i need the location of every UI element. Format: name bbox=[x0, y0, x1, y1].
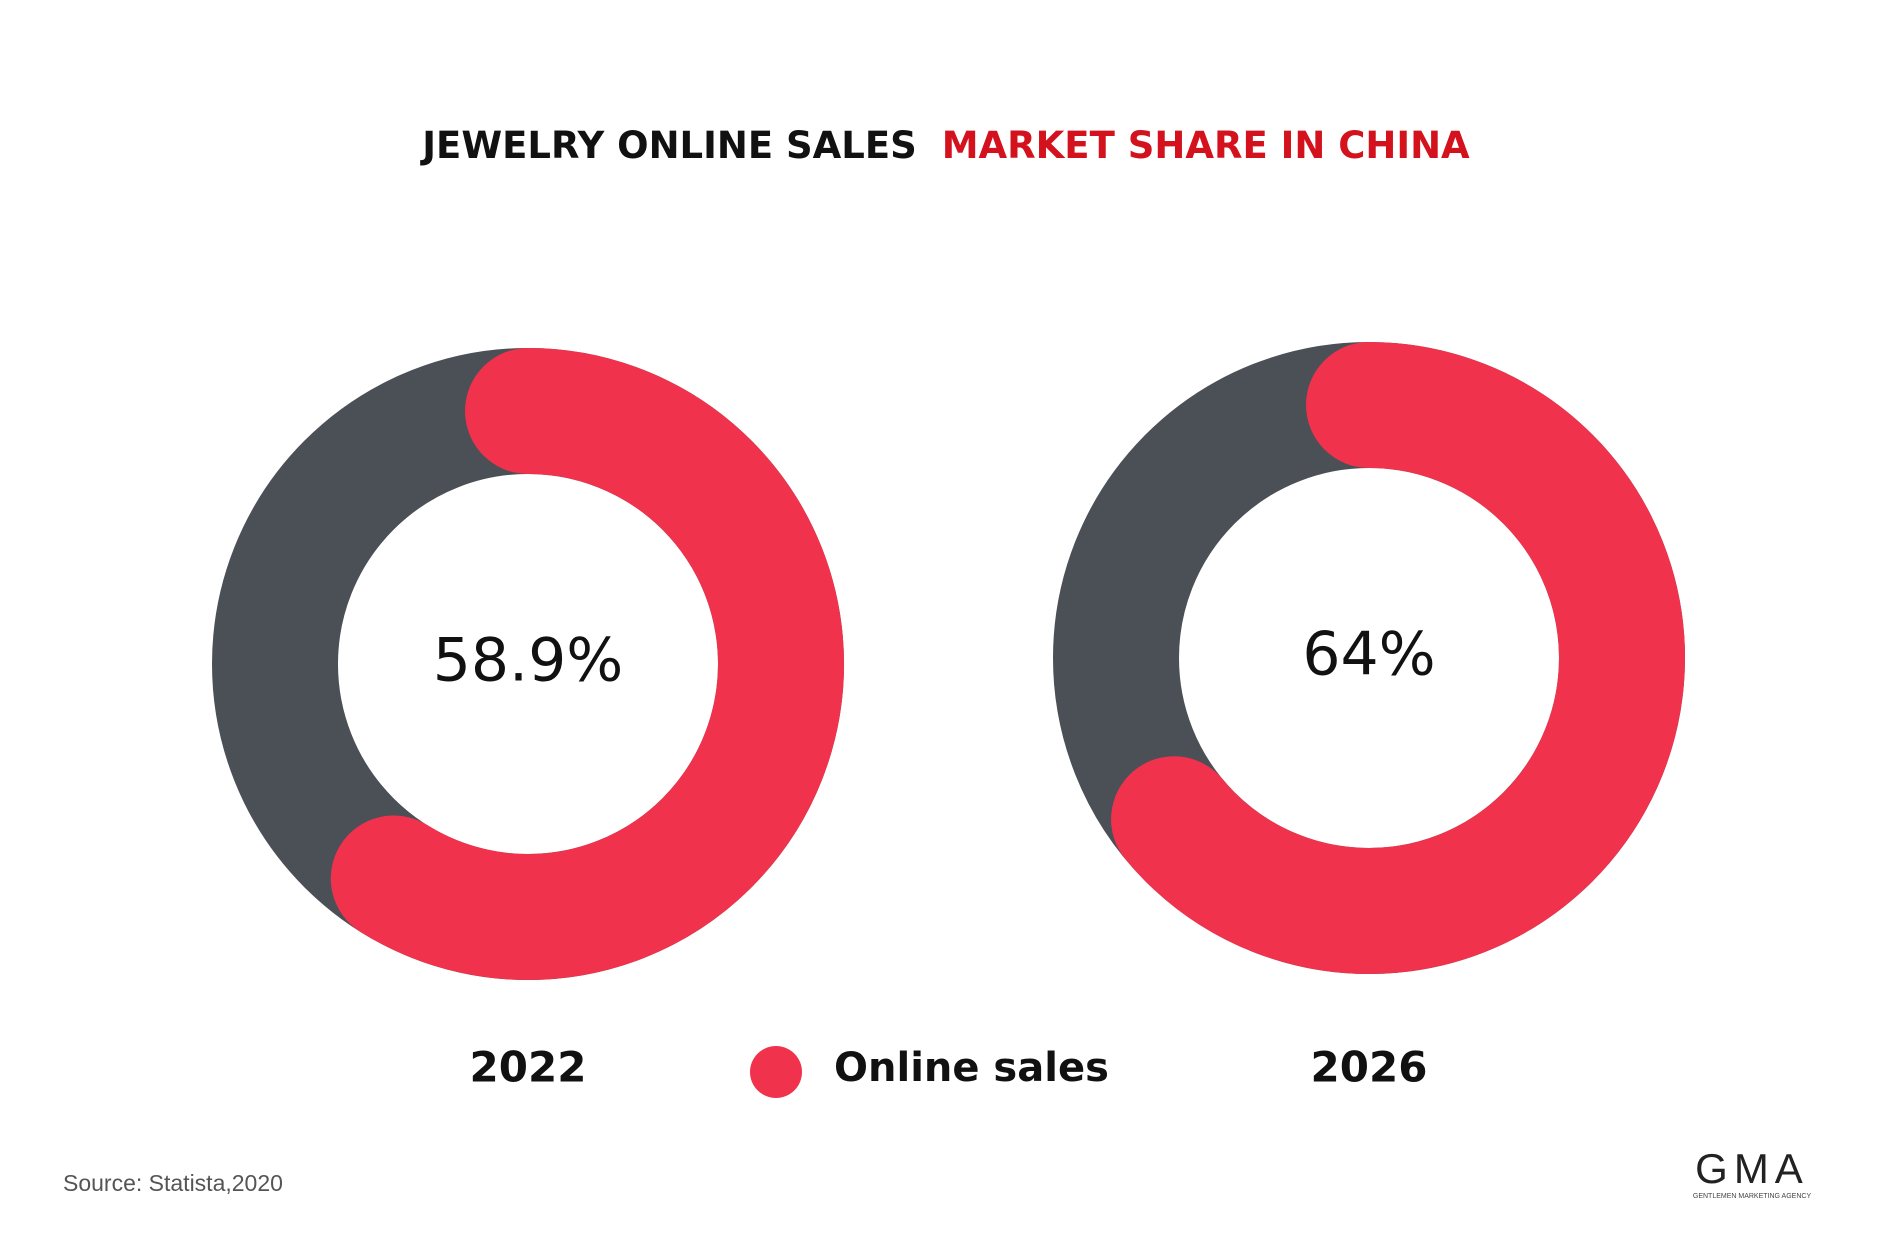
year-label: 2026 bbox=[1311, 1043, 1428, 1092]
title-part: MARKET SHARE IN CHINA bbox=[942, 124, 1470, 167]
legend-swatch bbox=[750, 1046, 802, 1098]
value-label: 58.9% bbox=[433, 626, 624, 696]
legend-label: Online sales bbox=[834, 1045, 1109, 1091]
year-label: 2022 bbox=[470, 1043, 587, 1092]
title: JEWELRY ONLINE SALES MARKET SHARE IN CHI… bbox=[419, 124, 1470, 167]
value-label: 64% bbox=[1302, 620, 1435, 690]
logo-tagline: GENTLEMEN MARKETING AGENCY bbox=[1693, 1193, 1812, 1200]
donut-arc bbox=[330, 348, 844, 980]
donut-arc bbox=[1111, 342, 1685, 974]
logo: GMA bbox=[1695, 1145, 1809, 1192]
title-part: JEWELRY ONLINE SALES bbox=[419, 124, 917, 167]
source: Source: Statista,2020 bbox=[63, 1170, 283, 1196]
